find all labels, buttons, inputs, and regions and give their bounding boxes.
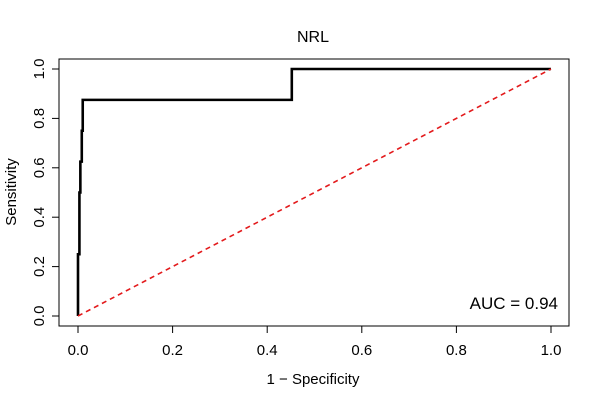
x-axis-label: 1 − Specificity	[267, 371, 360, 388]
y-axis: 0.0 0.2 0.4 0.6 0.8 1.0	[31, 59, 60, 327]
y-tick-label: 0.4	[31, 207, 48, 228]
y-tick-label: 0.0	[31, 306, 48, 327]
x-tick-label: 0.2	[162, 342, 183, 359]
x-tick-label: 0.4	[257, 342, 278, 359]
chart-title: NRL	[297, 29, 329, 46]
x-tick-label: 1.0	[541, 342, 562, 359]
auc-annotation: AUC = 0.94	[470, 294, 558, 313]
x-tick-label: 0.0	[68, 342, 89, 359]
x-tick-label: 0.8	[446, 342, 467, 359]
y-axis-label: Sensitivity	[3, 158, 20, 226]
series-layer	[76, 67, 552, 317]
roc-curve-line	[76, 67, 551, 316]
y-tick-label: 0.8	[31, 108, 48, 129]
x-tick-label: 0.6	[351, 342, 372, 359]
reference-diagonal-line	[77, 68, 552, 317]
y-tick-label: 0.2	[31, 256, 48, 277]
x-axis: 0.0 0.2 0.4 0.6 0.8 1.0	[68, 325, 562, 359]
y-tick-label: 1.0	[31, 59, 48, 80]
y-tick-label: 0.6	[31, 157, 48, 178]
